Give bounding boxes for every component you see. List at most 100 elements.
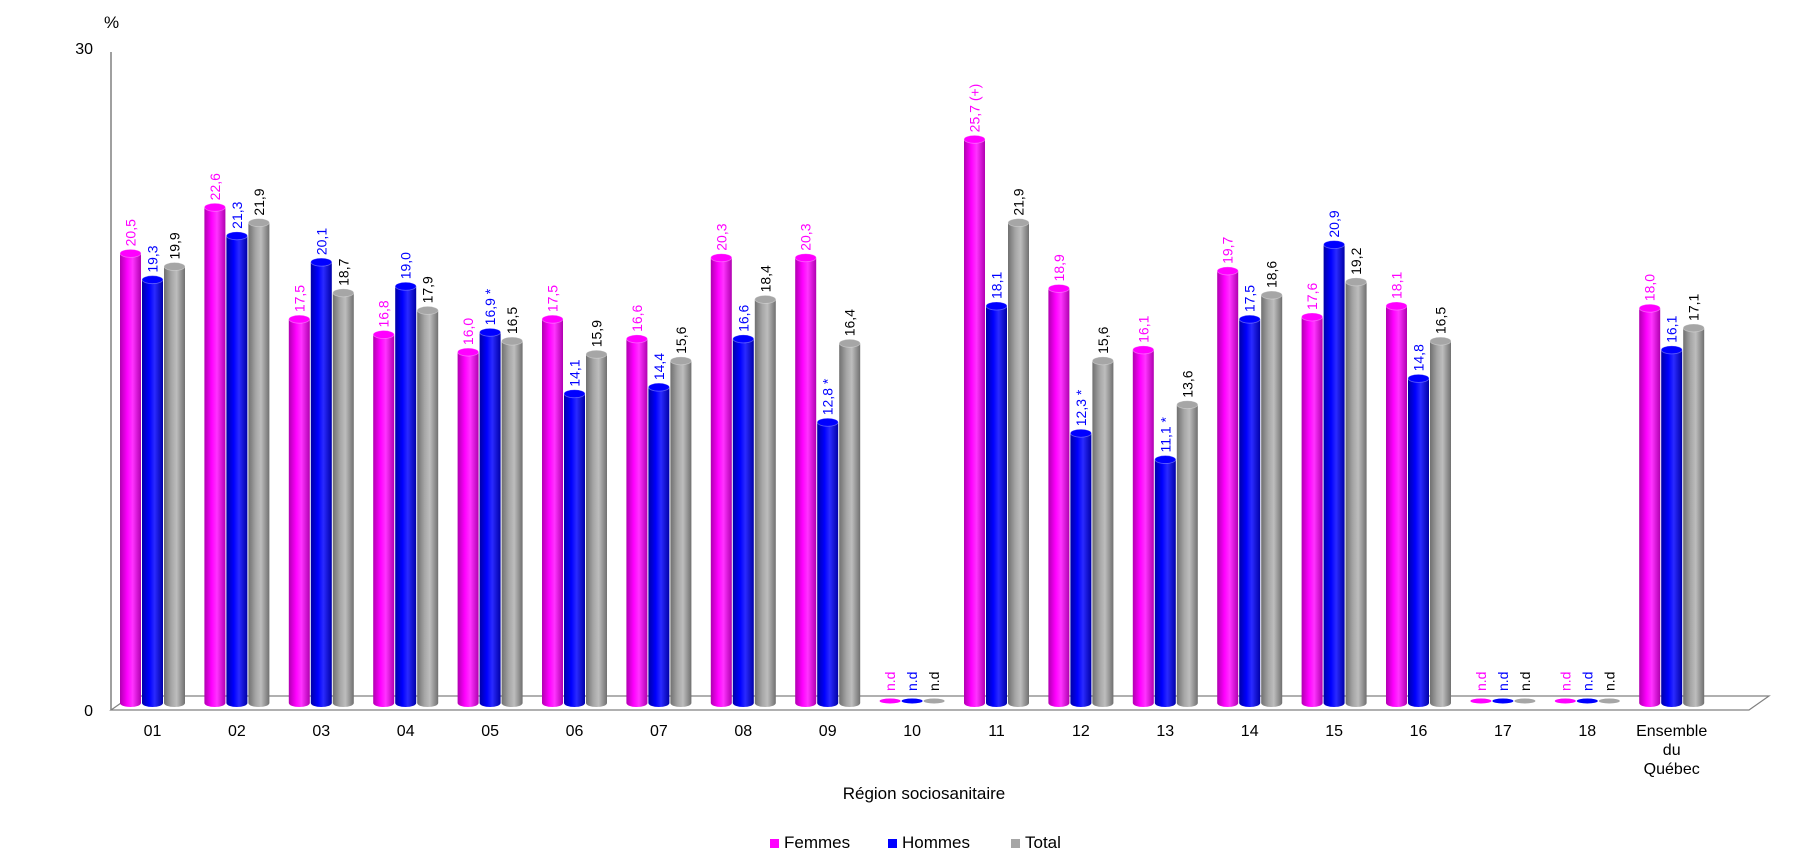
x-tick-label: 17 (1494, 723, 1512, 740)
bar-hommes (564, 393, 585, 707)
data-label: 12,8 * (820, 378, 836, 415)
bar-top (541, 314, 564, 324)
x-tick-label: 14 (1241, 723, 1259, 740)
data-label: 16,6 (735, 304, 751, 331)
legend-swatch (1011, 839, 1020, 848)
bar-femmes (288, 319, 310, 707)
bar-total (839, 343, 861, 707)
data-label: 12,3 * (1073, 389, 1089, 426)
bar-top (670, 356, 692, 366)
data-label: 15,6 (1095, 326, 1111, 353)
data-label: 18,1 (1389, 272, 1405, 299)
bar-top (816, 417, 839, 427)
bar-hommes (1070, 433, 1092, 707)
bar-top (710, 253, 733, 263)
y-unit-label: % (104, 13, 119, 32)
bar-femmes (1639, 308, 1661, 707)
bar-total (1345, 281, 1367, 707)
bar-top (794, 253, 817, 263)
data-label: 18,9 (1051, 254, 1067, 281)
bar-top (626, 334, 648, 344)
x-tick-label: 10 (903, 723, 921, 740)
bar-femmes (204, 207, 226, 707)
bar-femmes (542, 319, 563, 707)
data-label: 16,0 (460, 318, 476, 345)
data-label: n.d (1473, 672, 1489, 691)
bar-top (1323, 240, 1345, 249)
bar-top (501, 336, 523, 346)
bar-femmes (626, 338, 648, 707)
x-tick-label: 09 (819, 723, 837, 740)
bar-total (248, 222, 270, 707)
bar-hommes (1323, 244, 1345, 708)
bar-femmes (1048, 288, 1070, 707)
bar-top (479, 327, 502, 337)
bar-top (1638, 303, 1661, 313)
x-tick-label: 16 (1410, 723, 1428, 740)
x-tick-label: 05 (481, 723, 499, 740)
bar-top (1238, 314, 1261, 324)
bar-top (1007, 218, 1030, 228)
bar-femmes (795, 257, 817, 707)
bar-total (670, 360, 692, 707)
x-tick-label: 01 (144, 723, 162, 740)
data-label: 18,0 (1642, 274, 1658, 301)
data-label: 14,1 (567, 359, 583, 386)
bar-top (985, 301, 1008, 311)
bar-top (1092, 356, 1114, 366)
data-label: n.d (1557, 672, 1573, 691)
bar-top (563, 389, 586, 399)
bar-top (163, 262, 186, 271)
bar-top (457, 347, 480, 357)
bar-top (247, 218, 270, 228)
bar-hommes (986, 306, 1007, 707)
data-label: 16,1 (1135, 315, 1151, 342)
data-label: 20,1 (313, 228, 329, 255)
data-label: 13,6 (1179, 370, 1195, 397)
bar-total (501, 341, 523, 707)
data-label: 17,5 (1242, 285, 1258, 312)
bar-total-placeholder (1598, 698, 1620, 704)
bar-top (332, 288, 355, 298)
x-tick-label: Ensemble du Québec (1636, 723, 1707, 778)
x-tick-label: 07 (650, 723, 668, 740)
bar-top (648, 382, 670, 392)
bar-top (1132, 345, 1155, 355)
x-tick-label: 04 (397, 723, 415, 740)
bar-top (1429, 336, 1452, 346)
bar-top (119, 248, 142, 258)
data-label: 21,3 (229, 201, 245, 228)
data-label: 21,9 (251, 188, 267, 215)
bar-hommes (142, 279, 163, 707)
bar-top (141, 275, 164, 285)
data-label: 16,9 * (482, 288, 498, 325)
bar-hommes-placeholder (1576, 698, 1598, 704)
data-label: 17,9 (420, 276, 436, 303)
bar-hommes (1661, 349, 1683, 707)
bar-femmes (457, 352, 479, 707)
bar-top (1660, 345, 1683, 355)
data-label: 14,8 (1411, 344, 1427, 371)
data-label: n.d (1579, 672, 1595, 691)
data-label: 19,0 (398, 252, 414, 279)
bar-total (754, 299, 776, 707)
bar-hommes (310, 262, 332, 707)
legend-item-total: Total (1011, 833, 1061, 852)
data-label: 20,3 (713, 223, 729, 250)
x-tick-label: 12 (1072, 723, 1090, 740)
x-tick-label: 03 (312, 723, 330, 740)
bar-total (586, 354, 607, 707)
data-label: 16,1 (1664, 315, 1680, 342)
bar-top (838, 338, 861, 348)
data-label: 20,3 (798, 223, 814, 250)
y-tick-label: 30 (75, 41, 93, 58)
bar-total-placeholder (923, 698, 945, 704)
bar-top (288, 314, 311, 324)
data-label: n.d (1517, 672, 1533, 691)
bar-hommes (817, 422, 839, 707)
data-label: 15,9 (589, 320, 605, 347)
y-tick-label: 0 (84, 703, 93, 720)
legend-item-femmes: Femmes (770, 833, 850, 852)
